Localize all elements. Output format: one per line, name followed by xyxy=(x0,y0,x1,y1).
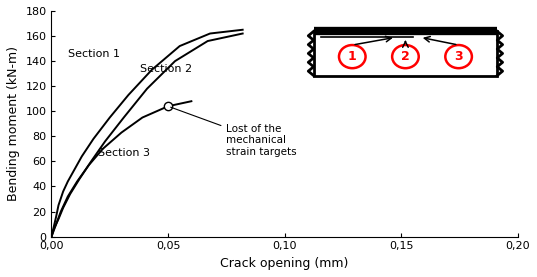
Text: Section 3: Section 3 xyxy=(98,148,150,158)
Text: Section 2: Section 2 xyxy=(140,64,192,74)
Polygon shape xyxy=(314,31,497,76)
Text: 2: 2 xyxy=(401,50,410,63)
Text: Section 1: Section 1 xyxy=(68,48,120,59)
Text: Lost of the
mechanical
strain targets: Lost of the mechanical strain targets xyxy=(171,107,297,157)
Text: 1: 1 xyxy=(348,50,357,63)
X-axis label: Crack opening (mm): Crack opening (mm) xyxy=(220,257,349,270)
Y-axis label: Bending moment (kN-m): Bending moment (kN-m) xyxy=(7,46,20,201)
Text: 3: 3 xyxy=(454,50,463,63)
